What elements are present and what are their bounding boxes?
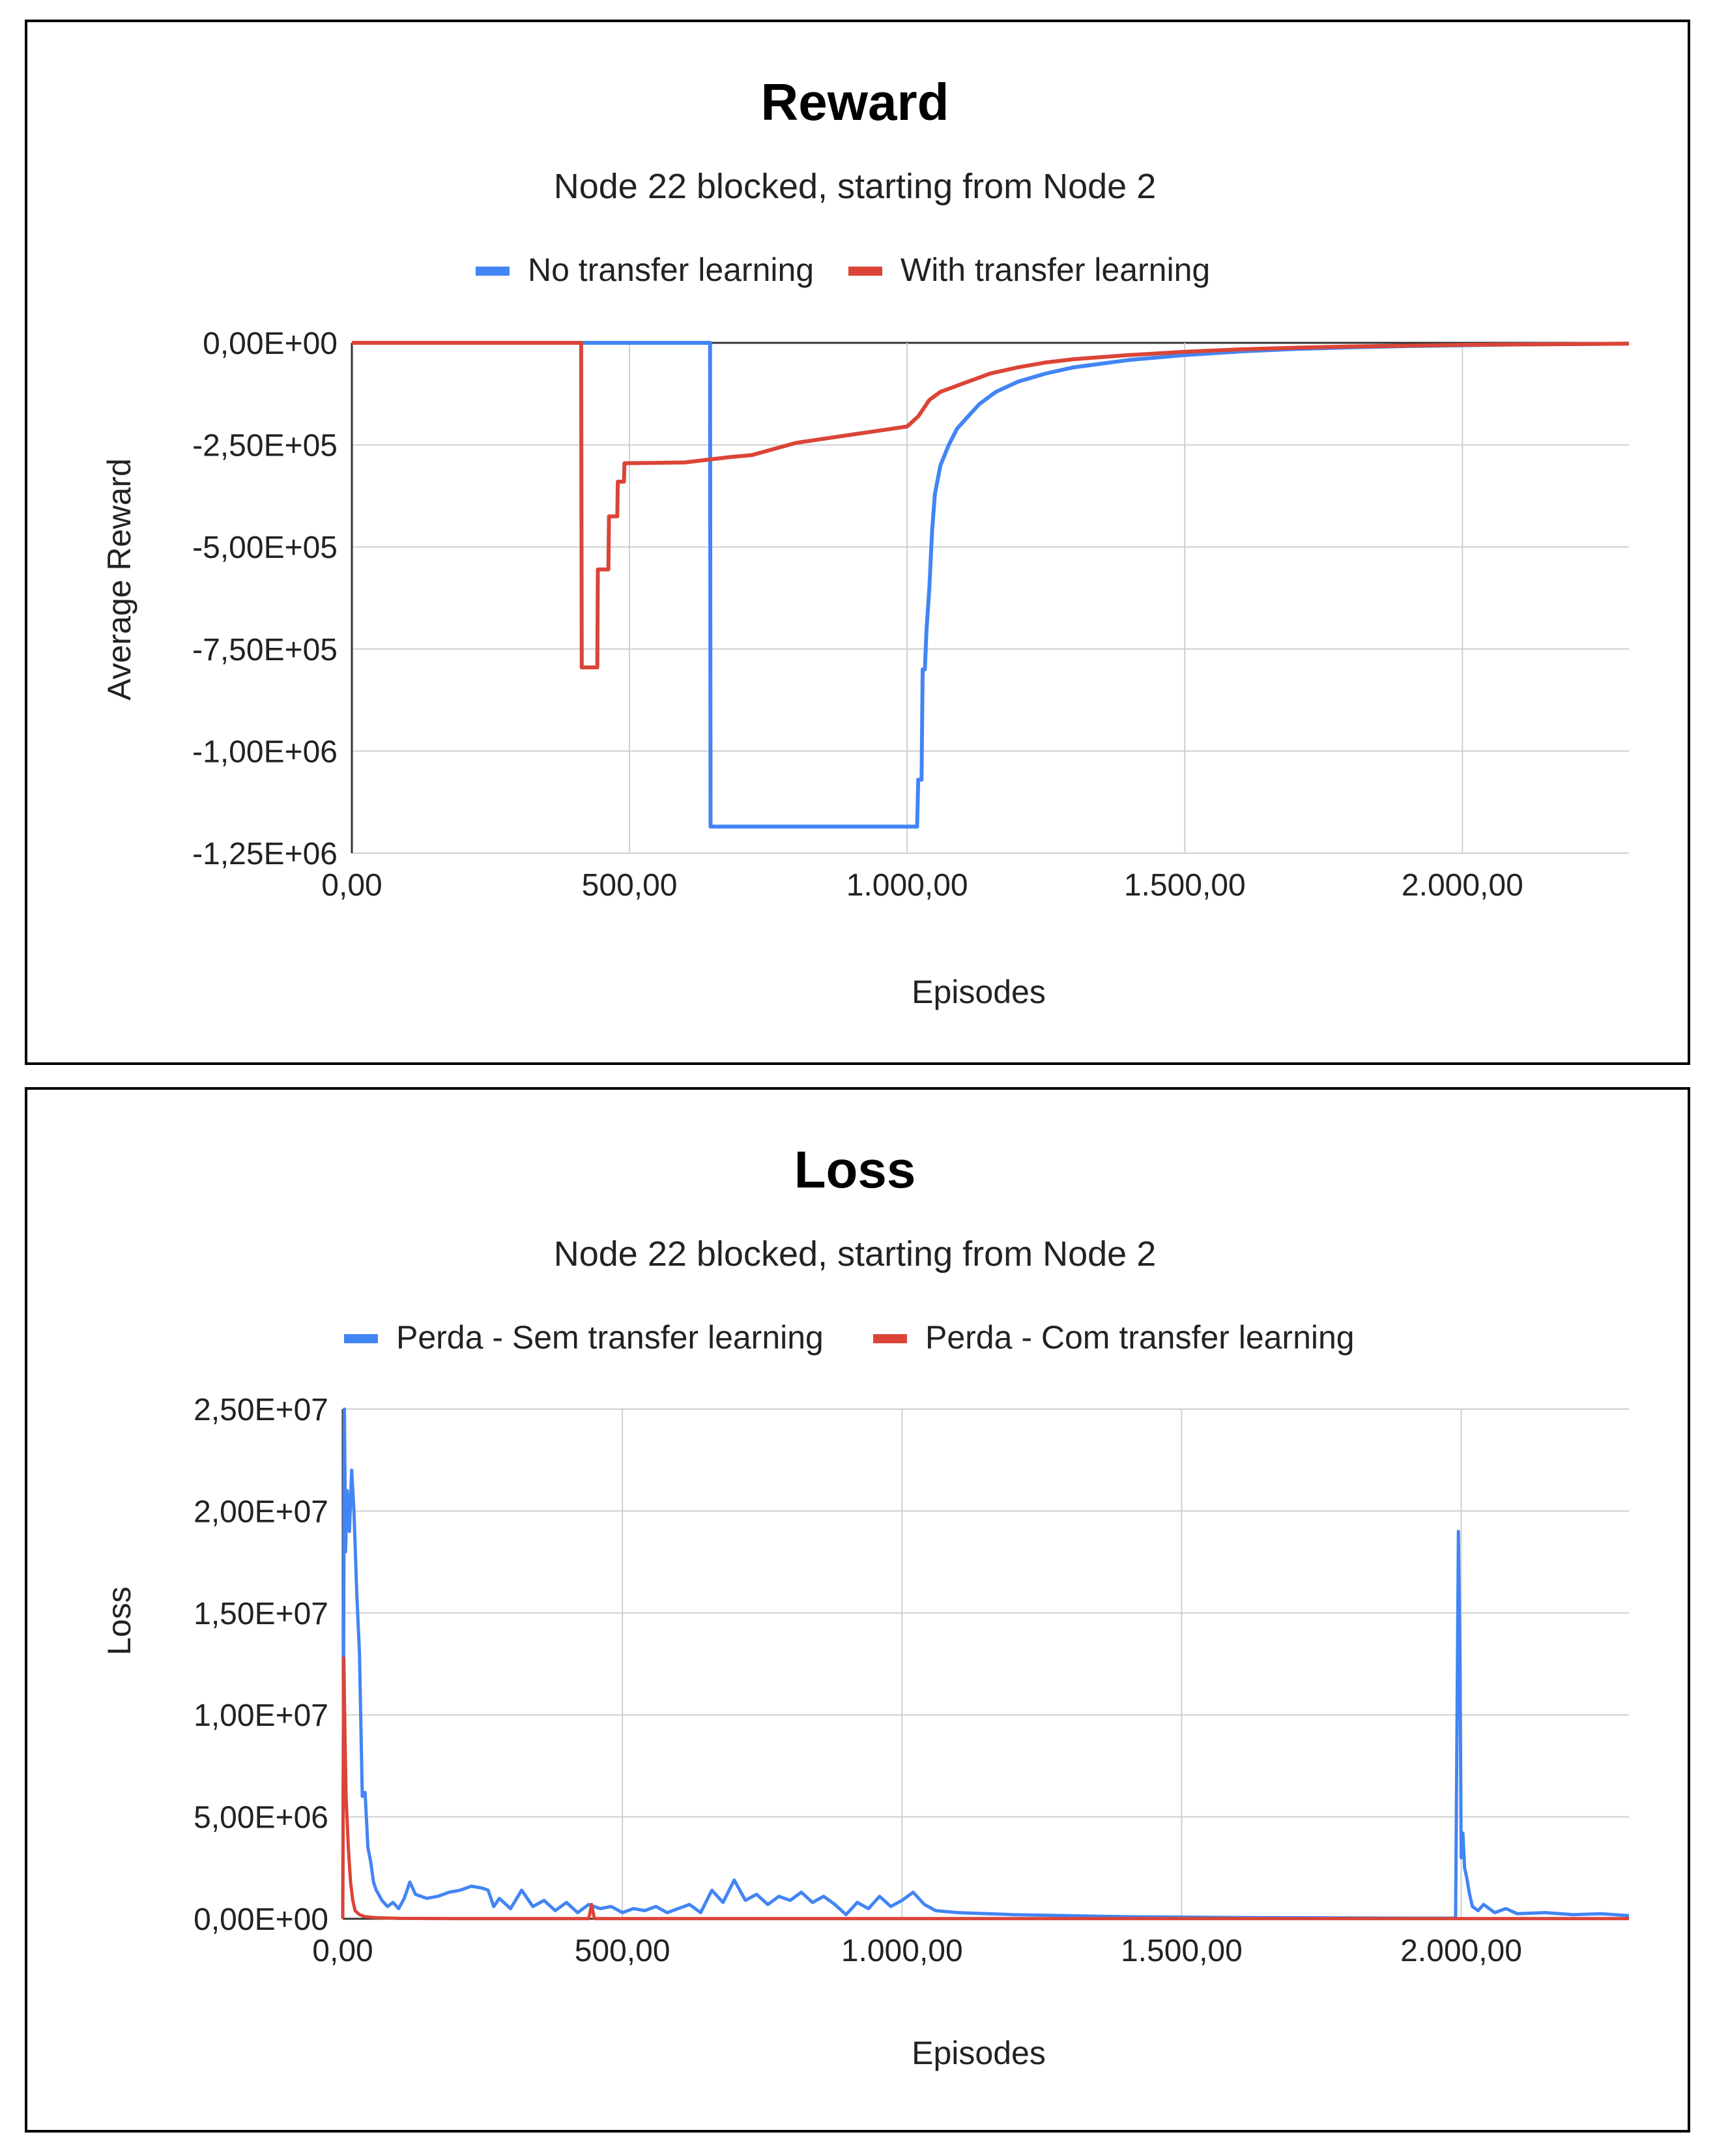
reward-chart-title: Reward <box>761 73 949 131</box>
reward-x-tick-label: 1.500,00 <box>1124 868 1246 903</box>
loss-y-tick-label: 2,00E+07 <box>194 1494 328 1529</box>
reward-series <box>352 341 1630 829</box>
loss-x-ticks: 0,00 500,00 1.000,00 1.500,00 2.000,00 <box>312 1934 1522 1968</box>
loss-chart-subtitle: Node 22 blocked, starting from Node 2 <box>554 1234 1157 1274</box>
legend-label-sem-transfer: Perda - Sem transfer learning <box>396 1319 824 1356</box>
reward-y-tick-label: -1,25E+06 <box>192 837 338 871</box>
loss-x-tick-label: 500,00 <box>575 1934 670 1968</box>
loss-x-tick-label: 2.000,00 <box>1400 1934 1522 1968</box>
loss-y-axis-label: Loss <box>101 1586 137 1655</box>
loss-chart-svg: Loss Node 22 blocked, starting from Node… <box>101 1141 1630 2071</box>
reward-y-axis-label: Average Reward <box>101 458 137 701</box>
loss-y-tick-label: 1,50E+07 <box>194 1597 328 1631</box>
reward-y-tick-label: -1,00E+06 <box>192 735 338 769</box>
legend-swatch-sem-transfer <box>344 1334 378 1343</box>
loss-chart-title: Loss <box>794 1141 916 1199</box>
legend-swatch-com-transfer <box>873 1334 907 1343</box>
loss-series-line-2 <box>341 1656 1629 1921</box>
legend-swatch-no-transfer <box>476 267 510 276</box>
reward-y-tick-label: -7,50E+05 <box>192 633 338 667</box>
reward-x-tick-label: 0,00 <box>321 868 382 903</box>
reward-x-tick-label: 2.000,00 <box>1402 868 1523 903</box>
reward-grid <box>351 342 1629 854</box>
loss-x-axis-label: Episodes <box>912 2035 1046 2071</box>
reward-series-line-2 <box>352 341 1630 669</box>
loss-x-tick-label: 0,00 <box>312 1934 373 1968</box>
loss-x-tick-label: 1.500,00 <box>1121 1934 1243 1968</box>
loss-y-ticks: 2,50E+07 2,00E+07 1,50E+07 1,00E+07 5,00E+06… <box>194 1393 328 1937</box>
loss-y-tick-label: 2,50E+07 <box>194 1393 328 1427</box>
loss-y-tick-label: 5,00E+06 <box>194 1801 328 1835</box>
loss-series <box>341 1407 1630 1921</box>
loss-chart-panel: Loss Node 22 blocked, starting from Node… <box>25 1087 1690 2133</box>
legend-label-com-transfer: Perda - Com transfer learning <box>925 1319 1355 1356</box>
reward-x-tick-label: 1.000,00 <box>846 868 968 903</box>
legend-label-no-transfer: No transfer learning <box>528 252 814 288</box>
legend-label-with-transfer: With transfer learning <box>901 252 1210 288</box>
reward-series-line-1 <box>352 341 1630 829</box>
loss-y-tick-label: 1,00E+07 <box>194 1698 328 1733</box>
loss-x-tick-label: 1.000,00 <box>841 1934 963 1968</box>
reward-y-tick-label: -5,00E+05 <box>192 531 338 565</box>
reward-y-tick-label: -2,50E+05 <box>192 429 338 463</box>
reward-x-ticks: 0,00 500,00 1.000,00 1.500,00 2.000,00 <box>321 868 1523 903</box>
reward-y-tick-label: 0,00E+00 <box>203 327 338 361</box>
loss-series-line-1 <box>341 1407 1630 1920</box>
reward-x-tick-label: 500,00 <box>582 868 678 903</box>
loss-y-tick-label: 0,00E+00 <box>194 1902 328 1937</box>
loss-grid <box>341 1408 1629 1920</box>
legend-swatch-with-transfer <box>848 267 882 276</box>
reward-chart-svg: Reward Node 22 blocked, starting from No… <box>101 73 1630 1010</box>
reward-y-ticks: 0,00E+00 -2,50E+05 -5,00E+05 -7,50E+05 -1,00… <box>192 327 338 871</box>
reward-x-axis-label: Episodes <box>912 974 1046 1010</box>
reward-chart-panel: Reward Node 22 blocked, starting from No… <box>25 20 1690 1065</box>
reward-chart-subtitle: Node 22 blocked, starting from Node 2 <box>554 167 1157 206</box>
